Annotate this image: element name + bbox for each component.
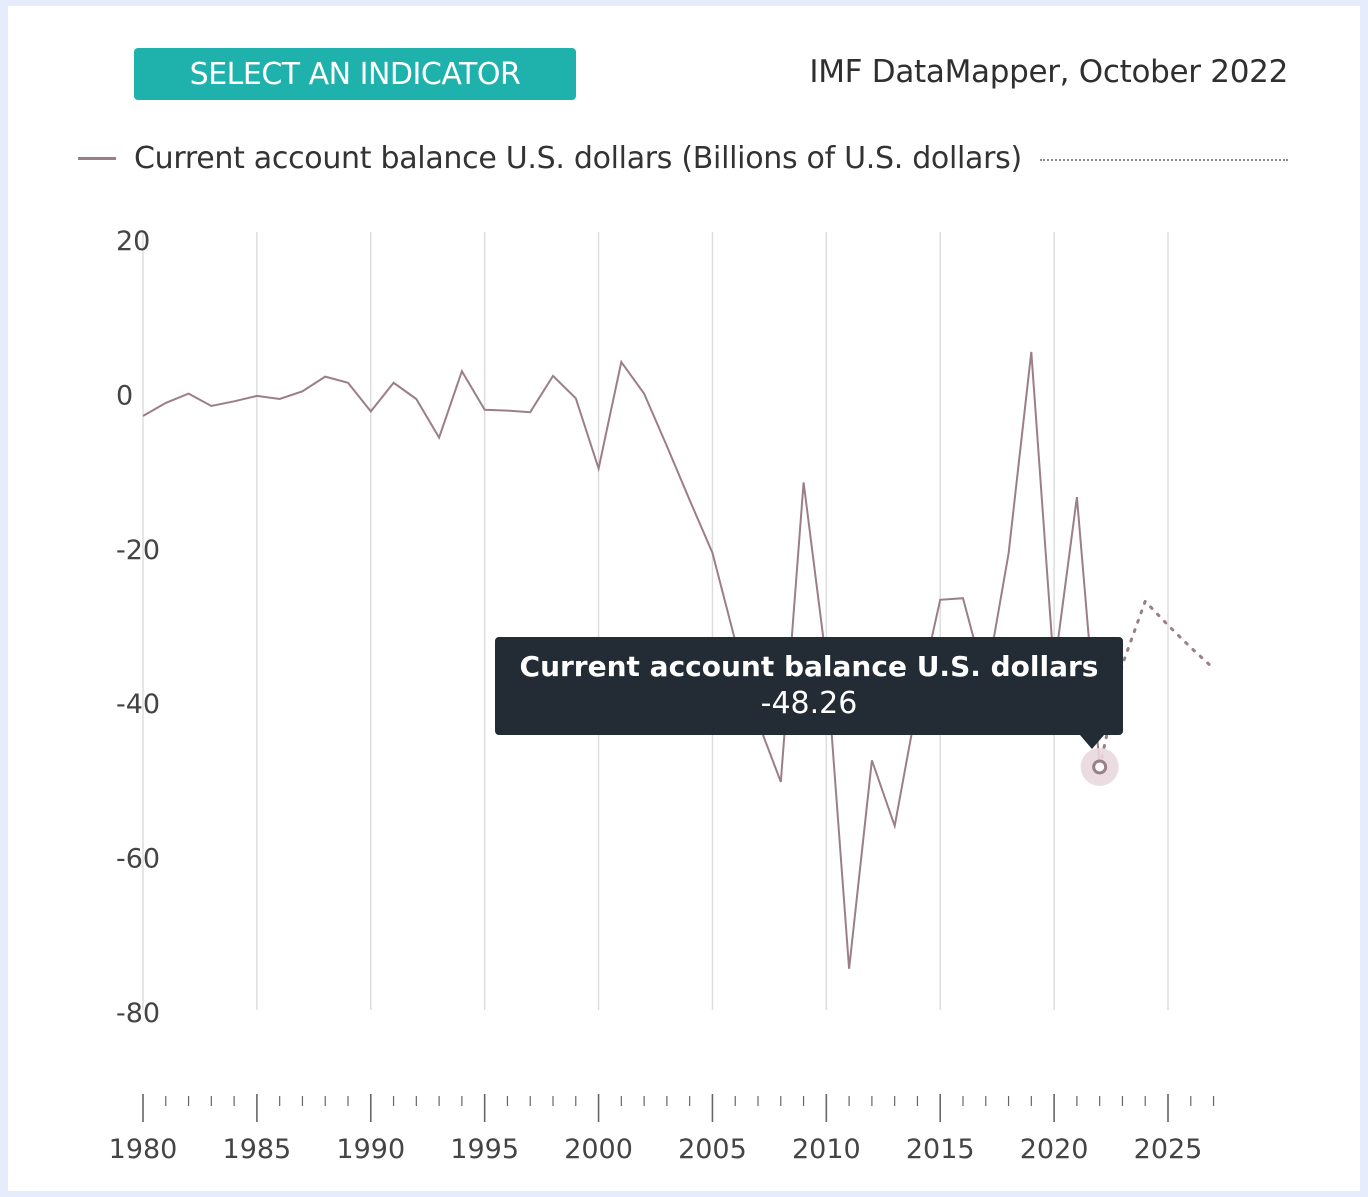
tooltip-value: -48.26 bbox=[760, 686, 858, 721]
data-source-label: IMF DataMapper, October 2022 bbox=[809, 54, 1288, 90]
gridlines bbox=[142, 232, 1169, 1010]
x-tick-label: 2025 bbox=[1134, 1134, 1203, 1165]
y-tick-label: 0 bbox=[116, 380, 133, 411]
x-tick-label: 1990 bbox=[336, 1134, 405, 1165]
y-tick-label: -20 bbox=[116, 535, 160, 566]
x-axis: 1980 1985 1990 1995 2000 2005 2010 2015 2020 2025 bbox=[109, 1094, 1215, 1165]
data-points bbox=[1080, 747, 1119, 786]
select-indicator-button[interactable]: SELECT AN INDICATOR bbox=[134, 48, 576, 100]
y-tick-label: -40 bbox=[116, 689, 160, 720]
y-tick-label: 20 bbox=[116, 226, 150, 257]
chart-panel bbox=[8, 6, 1360, 1191]
tooltip-title: Current account balance U.S. dollars bbox=[519, 650, 1099, 683]
legend-label[interactable]: Current account balance U.S. dollars (Bi… bbox=[134, 140, 1022, 176]
data-tooltip: Current account balance U.S. dollars -48… bbox=[495, 637, 1123, 749]
x-tick-label: 2010 bbox=[792, 1134, 861, 1165]
y-tick-label: -60 bbox=[116, 844, 160, 875]
series-line-forecast bbox=[1098, 598, 1216, 769]
x-tick-label: 2005 bbox=[678, 1134, 747, 1165]
legend: Current account balance U.S. dollars (Bi… bbox=[78, 136, 1288, 180]
y-axis: 20 0 -20 -40 -60 -80 bbox=[116, 226, 160, 1029]
legend-forecast-dotted-line bbox=[1039, 159, 1288, 161]
x-tick-label: 2020 bbox=[1020, 1134, 1089, 1165]
highlight-point bbox=[1092, 759, 1108, 775]
legend-line-swatch bbox=[78, 156, 116, 160]
x-tick-label: 2015 bbox=[906, 1134, 975, 1165]
series-lines bbox=[142, 351, 1216, 969]
y-tick-label: -80 bbox=[116, 998, 160, 1029]
x-tick-label: 2000 bbox=[564, 1134, 633, 1165]
x-tick-label: 1995 bbox=[450, 1134, 519, 1165]
x-tick-label: 1985 bbox=[223, 1134, 292, 1165]
series-line-actual bbox=[142, 351, 1101, 969]
x-tick-label: 1980 bbox=[109, 1134, 178, 1165]
